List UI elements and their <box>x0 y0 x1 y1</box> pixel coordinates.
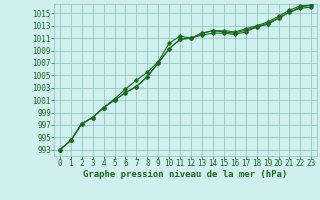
X-axis label: Graphe pression niveau de la mer (hPa): Graphe pression niveau de la mer (hPa) <box>84 170 288 179</box>
